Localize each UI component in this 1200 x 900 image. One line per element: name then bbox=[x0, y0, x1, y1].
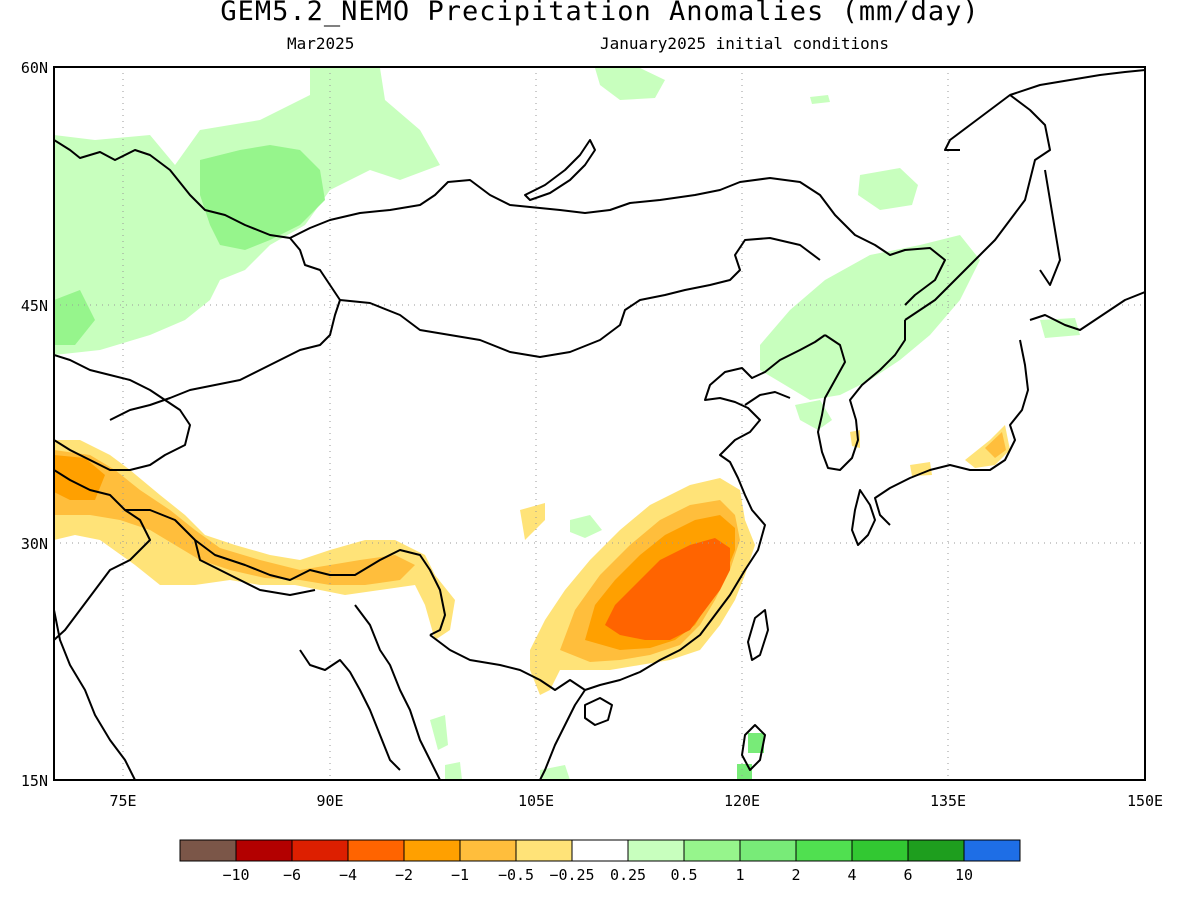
colorbar-label: 4 bbox=[847, 866, 856, 884]
anomaly-region-mongolia-wet-patch bbox=[858, 168, 918, 210]
initial-conditions-label: January2025 initial conditions bbox=[600, 34, 889, 53]
precip-anomaly-fields bbox=[54, 68, 1080, 780]
colorbar-swatch bbox=[963, 839, 1021, 862]
colorbar-swatch bbox=[907, 839, 965, 862]
longitude-labels: 75E 90E 105E 120E 135E 150E bbox=[109, 792, 1163, 810]
sakhalin bbox=[1039, 169, 1061, 286]
colorbar-swatch bbox=[627, 839, 685, 862]
luzon bbox=[741, 724, 766, 771]
anomaly-region-small-wet-patch bbox=[810, 95, 830, 104]
russia-southern-border bbox=[54, 139, 946, 306]
colorbar-swatch bbox=[571, 839, 629, 862]
colorbar-label: −4 bbox=[339, 866, 357, 884]
lat-label-15n: 15N bbox=[21, 772, 48, 790]
central-asia-borders bbox=[54, 354, 191, 471]
lon-label-150e: 150E bbox=[1127, 792, 1163, 810]
nepal-border bbox=[194, 539, 316, 596]
anomaly-region-kazakh-wet-core bbox=[54, 290, 95, 345]
colorbar-label: 10 bbox=[955, 866, 973, 884]
colorbar-label: 2 bbox=[791, 866, 800, 884]
map-area bbox=[54, 67, 1145, 780]
anomaly-region-hokkaido-wet bbox=[1040, 318, 1080, 338]
anomaly-region-sichuan-wet bbox=[570, 515, 602, 538]
taiwan bbox=[747, 609, 769, 661]
lon-label-135e: 135E bbox=[930, 792, 966, 810]
colorbar-label: 6 bbox=[903, 866, 912, 884]
anomaly-region-himalaya-dry-core bbox=[54, 450, 415, 585]
japan-honshu bbox=[874, 339, 1029, 526]
myanmar-border bbox=[354, 604, 441, 780]
colorbar-swatch bbox=[459, 839, 517, 862]
japan-kyushu bbox=[851, 489, 876, 546]
colorbar-swatch bbox=[179, 839, 237, 862]
colorbar-swatch bbox=[291, 839, 349, 862]
korea-peninsula bbox=[817, 320, 906, 471]
colorbar-swatch bbox=[851, 839, 909, 862]
anomaly-region-taiwan-wet-2 bbox=[737, 764, 752, 780]
anomaly-region-pakistan-dry-max bbox=[54, 455, 105, 500]
china-indochina-border bbox=[429, 634, 586, 691]
bangladesh-coast bbox=[299, 649, 401, 771]
indochina-coast bbox=[539, 689, 586, 780]
china-east-coast bbox=[584, 334, 826, 691]
coastlines-and-borders bbox=[54, 69, 1145, 780]
colorbar-label: 0.25 bbox=[610, 866, 646, 884]
colorbar-label: −2 bbox=[395, 866, 413, 884]
anomaly-region-japan-dry-core bbox=[985, 432, 1006, 458]
anomaly-region-northeast-china-wet bbox=[760, 235, 980, 400]
colorbar-swatch bbox=[403, 839, 461, 862]
colorbar-swatch bbox=[683, 839, 741, 862]
anomaly-region-korea-wet bbox=[795, 400, 832, 430]
anomaly-region-south-china-dry-max bbox=[605, 538, 730, 640]
lat-label-30n: 30N bbox=[21, 535, 48, 553]
lon-label-90e: 90E bbox=[316, 792, 343, 810]
colorbar-label: 1 bbox=[735, 866, 744, 884]
map-gridlines bbox=[54, 67, 1145, 780]
russian-far-east-coast bbox=[904, 94, 1051, 321]
anomaly-region-ural-wet-patch bbox=[595, 68, 665, 100]
anomaly-region-japan-dry-2 bbox=[910, 462, 932, 476]
colorbar-swatch bbox=[515, 839, 573, 862]
forecast-month: Mar2025 bbox=[287, 34, 355, 53]
colorbar-label: −6 bbox=[283, 866, 301, 884]
india-coast bbox=[54, 609, 136, 780]
colorbar-label: −0.25 bbox=[549, 866, 594, 884]
lat-label-45n: 45N bbox=[21, 297, 48, 315]
colorbar-label: −0.5 bbox=[498, 866, 534, 884]
kazakhstan-china-border bbox=[109, 237, 341, 421]
anomaly-region-indochina-wet bbox=[430, 715, 448, 750]
hainan bbox=[584, 697, 613, 726]
lat-label-60n: 60N bbox=[21, 59, 48, 77]
map-frame bbox=[53, 66, 1146, 781]
colorbar-swatch bbox=[739, 839, 797, 862]
anomaly-region-western-siberia-wet-core bbox=[200, 145, 325, 250]
colorbar-swatch bbox=[347, 839, 405, 862]
bohai-coast bbox=[744, 391, 791, 406]
lon-label-105e: 105E bbox=[518, 792, 554, 810]
anomaly-region-burma-wet bbox=[445, 762, 462, 780]
colorbar-swatch bbox=[795, 839, 853, 862]
lake-baikal bbox=[524, 139, 596, 201]
anomaly-region-indochina-wet-2 bbox=[540, 765, 570, 780]
latitude-labels: 60N 45N 30N 15N bbox=[21, 59, 48, 790]
colorbar-label: −10 bbox=[222, 866, 249, 884]
pakistan-india-border bbox=[54, 469, 151, 641]
lon-label-75e: 75E bbox=[109, 792, 136, 810]
mongolia-china-border bbox=[339, 237, 821, 358]
colorbar: −10 −6 −4 −2 −1 −0.5 −0.25 0.25 0.5 1 2 4 6 10 bbox=[179, 839, 1021, 884]
colorbar-label: −1 bbox=[451, 866, 469, 884]
lon-label-120e: 120E bbox=[724, 792, 760, 810]
anomaly-region-yunnan-dry-spot bbox=[520, 503, 545, 540]
anomaly-region-taiwan-wet bbox=[748, 733, 764, 753]
colorbar-swatch bbox=[235, 839, 293, 862]
japan-hokkaido bbox=[1029, 291, 1145, 331]
kamchatka-coast bbox=[1009, 69, 1145, 96]
colorbar-label: 0.5 bbox=[670, 866, 697, 884]
page-title: GEM5.2_NEMO Precipitation Anomalies (mm/… bbox=[220, 0, 980, 27]
anomaly-region-himalaya-dry bbox=[54, 440, 455, 640]
